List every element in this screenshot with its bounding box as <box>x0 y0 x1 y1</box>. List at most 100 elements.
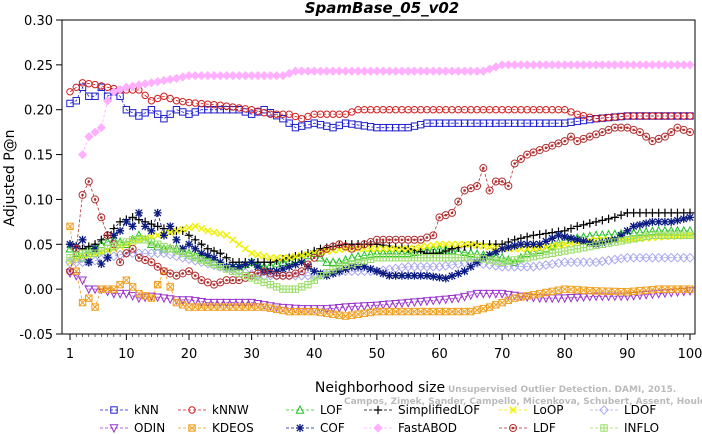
point-fastabod <box>178 72 188 82</box>
point-inflo <box>366 255 375 263</box>
point-ldof <box>685 252 695 263</box>
point-cof <box>141 222 150 231</box>
point-simplifiedlof <box>579 220 588 230</box>
point-odin <box>228 298 238 308</box>
point-fastabod <box>228 70 238 81</box>
point-odin <box>622 292 632 302</box>
point-fastabod <box>447 66 457 76</box>
point-simplifiedlof <box>598 216 607 225</box>
point-cof <box>504 243 513 252</box>
point-ldf <box>667 128 676 137</box>
point-fastabod <box>459 66 470 76</box>
point-ldf <box>228 276 237 285</box>
point-odin <box>572 293 582 303</box>
point-kdeos <box>485 303 494 311</box>
legend-item-lof: LOF <box>286 403 343 417</box>
x-tick-label: 40 <box>306 347 323 362</box>
point-cof <box>134 208 143 217</box>
point-loop <box>473 241 481 249</box>
point-fastabod <box>578 60 589 70</box>
point-knn <box>172 106 181 114</box>
point-loop <box>329 246 337 255</box>
point-odin <box>409 298 419 308</box>
point-simplifiedlof <box>591 217 601 227</box>
point-fastabod <box>372 66 382 76</box>
x-axis: 1 10 20 30 40 50 60 70 80 90 100 <box>66 334 702 362</box>
point-ldf <box>660 132 669 141</box>
point-loop <box>191 222 199 231</box>
point-odin <box>654 289 664 299</box>
point-inflo <box>573 245 581 253</box>
point-simplifiedlof <box>541 229 551 238</box>
y-tick-label: -0.05 <box>19 328 53 343</box>
y-tick-label: 0.20 <box>24 104 53 119</box>
point-loop <box>210 228 218 237</box>
point-kdeos <box>561 285 569 293</box>
point-simplifiedlof <box>216 249 225 258</box>
point-kdeos <box>492 301 500 309</box>
point-kdeos <box>498 298 506 307</box>
legend-marker-ldf <box>509 424 517 432</box>
point-knn <box>285 119 293 127</box>
point-loop <box>279 254 287 262</box>
point-knn <box>272 111 281 120</box>
y-tick-label: 0.00 <box>24 283 53 298</box>
point-fastabod <box>77 149 88 160</box>
y-tick-label: 0.25 <box>24 59 53 74</box>
point-fastabod <box>365 66 376 76</box>
legend-item-odin: ODIN <box>100 421 165 434</box>
point-kdeos <box>542 288 550 297</box>
point-inflo <box>561 247 569 255</box>
legend-marker-odin <box>109 424 119 434</box>
point-odin <box>378 301 388 310</box>
point-fastabod <box>510 60 520 70</box>
point-loop <box>561 240 569 248</box>
point-loop <box>448 240 456 248</box>
point-odin <box>334 303 344 313</box>
point-odin <box>447 295 457 304</box>
point-simplifiedlof <box>153 222 162 231</box>
point-loop <box>310 249 318 257</box>
point-kdeos <box>473 306 481 314</box>
point-loop <box>229 236 237 244</box>
point-cof <box>397 271 406 280</box>
point-odin <box>460 292 470 302</box>
point-ldf <box>516 155 525 164</box>
point-fastabod <box>265 70 276 81</box>
point-cof <box>178 244 187 253</box>
point-fastabod <box>472 66 482 76</box>
point-fastabod <box>603 60 614 70</box>
point-inflo <box>423 254 431 262</box>
legend-item-knn: kNN <box>100 403 159 417</box>
point-loop <box>298 251 306 260</box>
point-loop <box>291 252 300 261</box>
point-fastabod <box>672 60 683 70</box>
point-odin <box>341 303 351 313</box>
point-fastabod <box>171 73 182 83</box>
legend-label-odin: ODIN <box>134 421 165 434</box>
point-inflo <box>266 280 275 289</box>
point-cof <box>366 264 375 273</box>
point-fastabod <box>234 70 244 81</box>
point-fastabod <box>334 66 344 76</box>
point-ldf <box>272 271 281 280</box>
point-cof <box>560 232 569 241</box>
point-inflo <box>391 254 400 262</box>
legend-item-simplifiedlof: SimplifiedLOF <box>364 403 480 417</box>
point-ldf <box>635 128 644 137</box>
legend-marker-knnw <box>188 406 196 414</box>
x-tick-label: 60 <box>431 347 448 362</box>
point-cof <box>617 231 626 240</box>
point-simplifiedlof <box>97 235 106 244</box>
point-knn <box>153 110 162 118</box>
point-cof <box>66 240 74 249</box>
point-lof <box>146 239 156 248</box>
point-ldf <box>454 197 463 206</box>
point-odin <box>491 289 501 299</box>
point-knn <box>279 114 287 123</box>
watermark-line-2: Campos, Zimek, Sander, Campello, Micenko… <box>344 397 702 407</box>
point-inflo <box>285 285 293 293</box>
point-simplifiedlof <box>222 253 231 262</box>
point-inflo <box>398 254 406 262</box>
